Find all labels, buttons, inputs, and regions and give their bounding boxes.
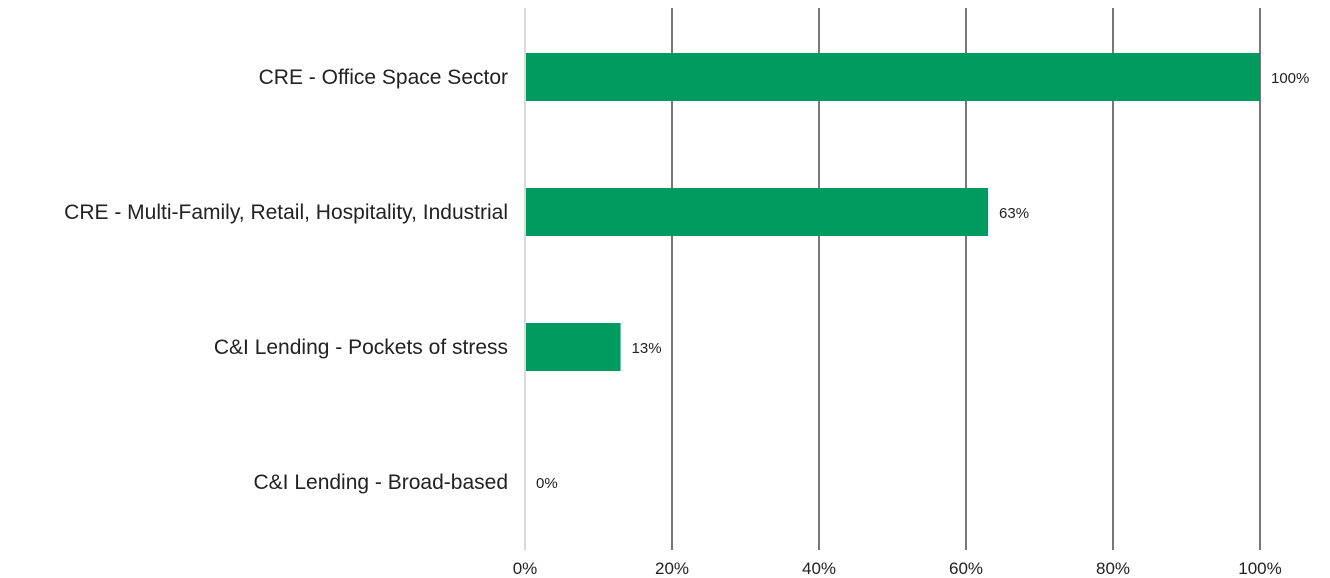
- category-label: CRE - Multi-Family, Retail, Hospitality,…: [64, 201, 508, 224]
- x-tick-label: 20%: [655, 559, 689, 578]
- bar: [526, 188, 989, 236]
- bars: [526, 53, 1260, 371]
- x-tick-label: 40%: [802, 559, 836, 578]
- x-tick-label: 100%: [1238, 559, 1281, 578]
- data-label: 63%: [999, 205, 1029, 222]
- labels: 0% 20% 40% 60% 80% 100% CRE - Office Space Sec…: [64, 66, 1309, 578]
- category-label: CRE - Office Space Sector: [259, 66, 508, 89]
- x-tick-label: 80%: [1096, 559, 1130, 578]
- x-tick-label: 0%: [513, 559, 538, 578]
- data-label: 100%: [1271, 70, 1309, 87]
- category-label: C&I Lending - Pockets of stress: [214, 336, 508, 359]
- x-tick-label: 60%: [949, 559, 983, 578]
- data-label: 0%: [536, 475, 558, 492]
- bar: [526, 323, 621, 371]
- bar: [526, 53, 1260, 101]
- category-label: C&I Lending - Broad-based: [254, 471, 509, 494]
- data-label: 13%: [632, 340, 662, 357]
